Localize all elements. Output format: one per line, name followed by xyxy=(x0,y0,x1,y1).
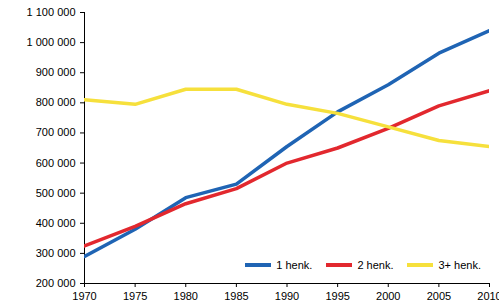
svg-text:2010: 2010 xyxy=(477,290,499,302)
svg-text:800 000: 800 000 xyxy=(36,96,76,108)
svg-text:300 000: 300 000 xyxy=(36,247,76,259)
svg-text:1990: 1990 xyxy=(275,290,299,302)
svg-text:1970: 1970 xyxy=(72,290,96,302)
svg-text:600 000: 600 000 xyxy=(36,157,76,169)
svg-text:1980: 1980 xyxy=(174,290,198,302)
svg-text:500 000: 500 000 xyxy=(36,187,76,199)
svg-text:1985: 1985 xyxy=(224,290,248,302)
svg-text:400 000: 400 000 xyxy=(36,217,76,229)
svg-text:900 000: 900 000 xyxy=(36,66,76,78)
html-text:3+ henk.: 3+ henk. xyxy=(438,259,481,271)
svg-text:1 100 000: 1 100 000 xyxy=(27,6,76,18)
svg-text:1 000 000: 1 000 000 xyxy=(27,36,76,48)
html-text:1 henk.: 1 henk. xyxy=(276,259,313,271)
svg-text:700 000: 700 000 xyxy=(36,126,76,138)
svg-text:2000: 2000 xyxy=(376,290,400,302)
svg-text:200 000: 200 000 xyxy=(36,277,76,289)
svg-text:1975: 1975 xyxy=(123,290,147,302)
html-text:2 henk.: 2 henk. xyxy=(357,259,394,271)
svg-text:2005: 2005 xyxy=(427,290,451,302)
svg-text:1995: 1995 xyxy=(325,290,349,302)
